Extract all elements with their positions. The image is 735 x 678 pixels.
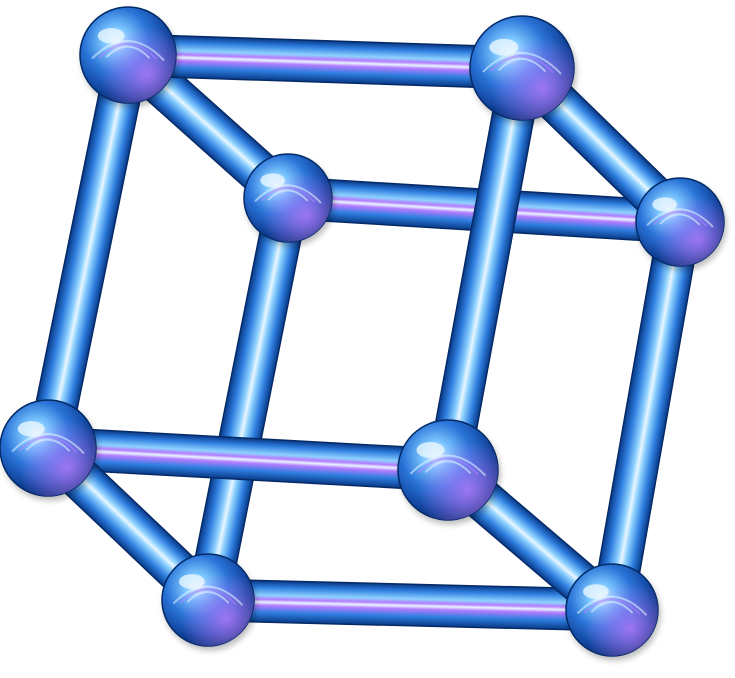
sphere-highlight: [583, 584, 609, 599]
sphere-reflection: [11, 433, 85, 455]
vertex-sphere-br: [635, 177, 725, 267]
sphere-reflection: [417, 457, 479, 476]
sphere-reflection: [25, 438, 71, 452]
edge-tl-tr: [127, 35, 523, 88]
sphere-reflection: [18, 435, 78, 454]
sphere-reflection: [583, 598, 641, 615]
sphere-reflection: [652, 210, 708, 227]
sphere-highlight: [97, 28, 125, 44]
vertex-sphere-tr: [469, 15, 575, 121]
sphere-reflection: [482, 51, 562, 75]
vertex-sphere-fr: [565, 563, 659, 657]
back-vertices: [243, 153, 333, 243]
sphere-highlight: [489, 38, 519, 56]
sphere-reflection: [424, 460, 472, 475]
vertex-sphere-fc: [397, 419, 499, 521]
sphere-glow: [470, 16, 574, 120]
sphere-reflection: [254, 184, 322, 204]
edge-tr-fc: [428, 64, 542, 474]
sphere-reflection: [497, 57, 547, 73]
edge-fl-fc: [46, 428, 450, 490]
sphere-reflection: [186, 590, 230, 604]
sphere-reflection: [260, 186, 316, 203]
vertex-sphere-bl: [161, 553, 255, 647]
sphere-reflection: [98, 42, 158, 61]
sphere-reflection: [659, 213, 701, 226]
vertex-sphere-bm: [243, 153, 333, 243]
sphere-reflection: [179, 588, 237, 605]
sphere-highlight: [260, 173, 285, 188]
front-edges: [26, 33, 702, 632]
edge-tl-fl: [28, 51, 148, 452]
sphere-reflection: [576, 595, 648, 616]
sphere-reflection: [590, 600, 634, 614]
sphere-highlight: [17, 421, 45, 437]
sphere-highlight: [179, 574, 205, 589]
sphere-reflection: [91, 40, 165, 62]
sphere-reflection: [409, 454, 487, 477]
vertex-sphere-fl: [0, 399, 97, 497]
edge-bm-bl: [188, 194, 308, 604]
sphere-reflection: [267, 189, 309, 202]
sphere-highlight: [652, 197, 677, 212]
sphere-reflection: [490, 55, 554, 74]
sphere-reflection: [172, 585, 244, 606]
front-vertices: [0, 6, 725, 657]
sphere-reflection: [105, 45, 151, 59]
vertex-sphere-tl: [79, 6, 177, 104]
sphere-reflection: [646, 208, 714, 228]
edge-br-fr: [592, 218, 700, 614]
sphere-highlight: [416, 442, 445, 458]
edge-bl-fr: [207, 580, 613, 630]
